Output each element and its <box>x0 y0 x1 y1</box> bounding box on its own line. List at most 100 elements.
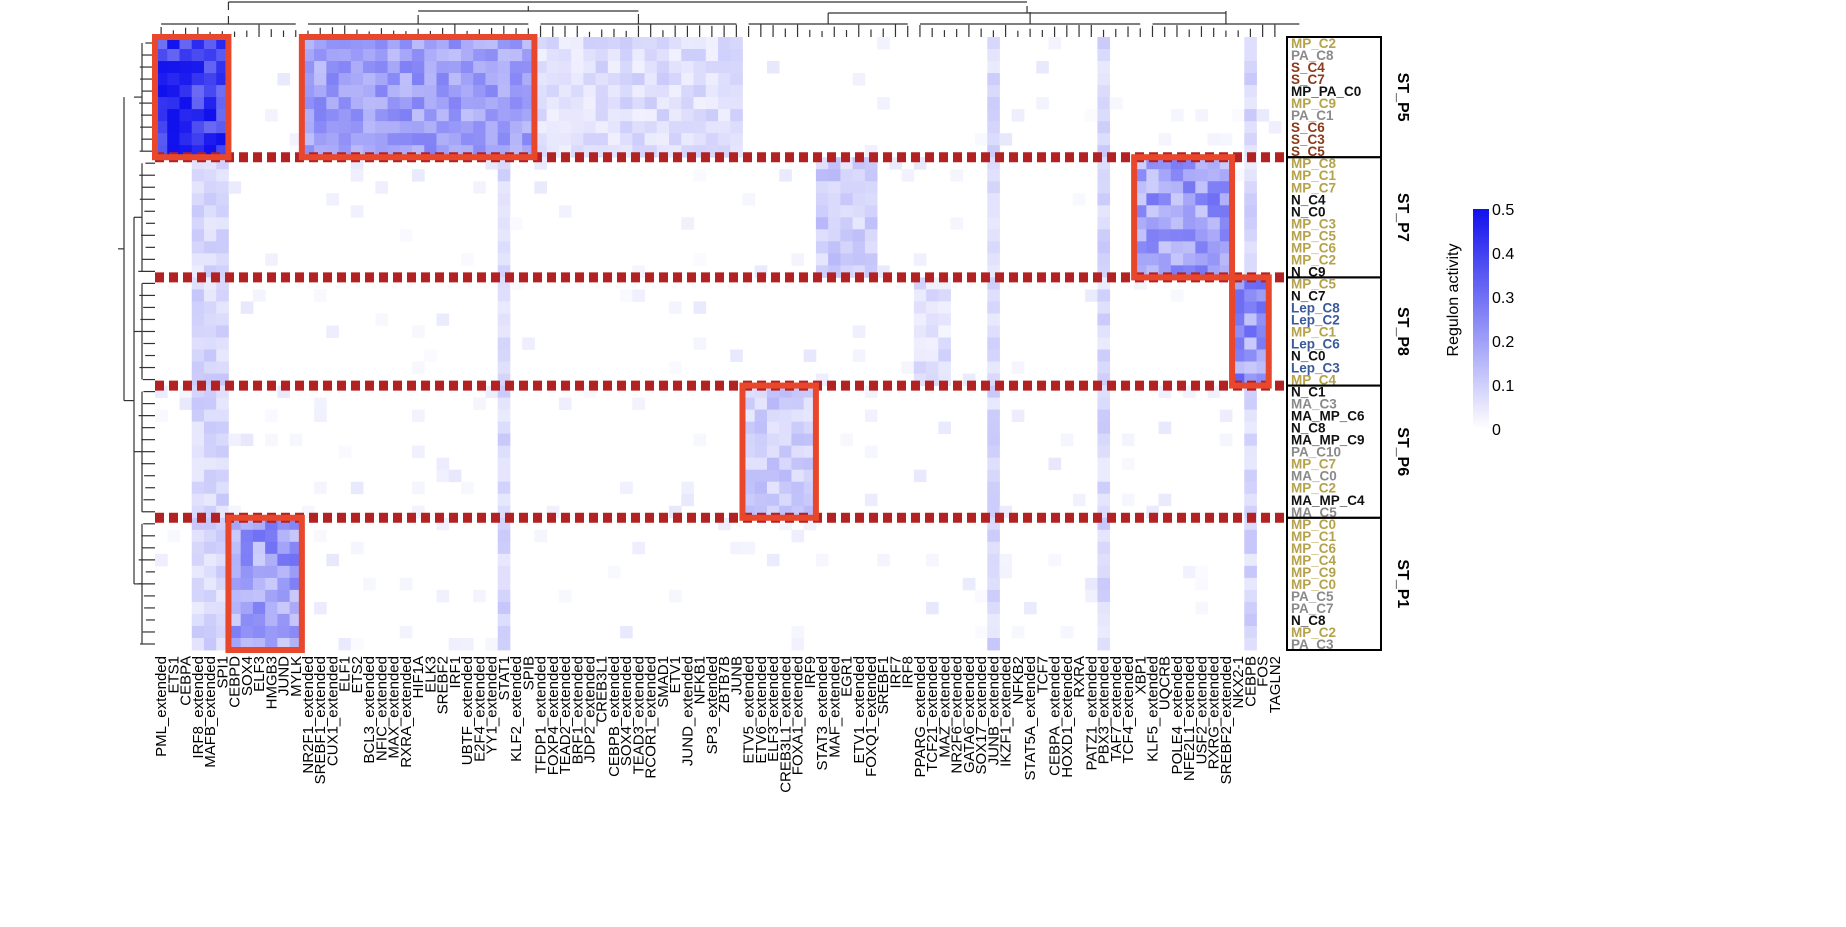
heatmap-cell <box>730 121 743 134</box>
heatmap-cell <box>791 433 805 447</box>
heatmap-cell <box>913 289 927 302</box>
heatmap-cell <box>252 613 266 627</box>
heatmap-cell <box>632 85 645 98</box>
heatmap-cell <box>1244 121 1257 134</box>
heatmap-cell <box>497 169 511 182</box>
heatmap-cell <box>399 121 413 134</box>
heatmap-cell <box>1195 193 1208 206</box>
group-label: ST_P6 <box>1394 427 1411 476</box>
heatmap-cell <box>999 553 1013 567</box>
column-label: HMGB3 <box>263 656 280 709</box>
group-label: ST_P5 <box>1394 73 1411 122</box>
heatmap-cell <box>497 409 511 423</box>
column-label: RXRG_extended <box>1206 656 1223 769</box>
heatmap-cell <box>460 61 474 74</box>
heatmap-cell <box>203 205 217 218</box>
heatmap-cell <box>412 121 425 134</box>
heatmap-cell <box>779 409 792 423</box>
heatmap-cell <box>485 73 499 86</box>
highlight-boxes <box>152 34 1272 654</box>
heatmap-cell <box>730 109 743 122</box>
column-label: KLF5_extended <box>1144 656 1161 762</box>
heatmap-cell <box>852 217 866 230</box>
heatmap-cell <box>681 493 694 507</box>
heatmap-cell <box>1183 229 1196 242</box>
heatmap-cell <box>497 601 511 615</box>
heatmap-cell <box>730 133 743 146</box>
heatmap-cell <box>656 49 670 62</box>
heatmap-cell <box>155 37 168 50</box>
heatmap-cell <box>289 433 303 447</box>
heatmap-cell <box>485 49 499 62</box>
heatmap-cell <box>742 433 756 447</box>
heatmap-cell <box>375 109 388 122</box>
heatmap-cell <box>1195 205 1208 218</box>
heatmap-cell <box>265 565 278 579</box>
heatmap-cell <box>1170 193 1184 206</box>
heatmap-cell <box>277 553 291 567</box>
heatmap-cell <box>167 529 180 543</box>
heatmap-cell <box>375 73 388 86</box>
heatmap-cell <box>1097 421 1111 435</box>
heatmap-cell <box>240 625 254 639</box>
heatmap-cell <box>693 121 707 134</box>
heatmap-cell <box>901 361 915 374</box>
heatmap-cell <box>1195 601 1208 615</box>
heatmap-cell <box>742 541 756 555</box>
heatmap-cell <box>754 433 768 447</box>
heatmap-cell <box>191 109 205 122</box>
heatmap-cell <box>203 97 217 110</box>
heatmap-cell <box>1097 349 1111 362</box>
column-label: TEAD2_extended <box>557 656 574 774</box>
heatmap-cell <box>656 133 670 146</box>
heatmap-cell <box>987 565 1000 579</box>
heatmap-cell <box>387 97 401 110</box>
heatmap-cell <box>179 97 193 110</box>
row-label: MP_C6 <box>1291 240 1337 255</box>
heatmap-cell <box>1195 229 1208 242</box>
heatmap-cell <box>497 49 511 62</box>
heatmap-cell <box>742 445 756 459</box>
heatmap-cell <box>497 253 511 266</box>
column-label: CEBPA <box>178 656 195 706</box>
heatmap-cell <box>387 37 401 50</box>
heatmap-cell <box>203 481 217 495</box>
heatmap-cell <box>1244 529 1257 543</box>
row-label: MP_C2 <box>1291 36 1336 51</box>
heatmap-cell <box>497 337 511 350</box>
heatmap-cell <box>509 97 523 110</box>
heatmap-cell <box>1170 217 1184 230</box>
heatmap-cell <box>191 85 205 98</box>
column-label: FOXP4_extended <box>545 656 562 775</box>
heatmap-cell <box>363 61 376 74</box>
row-label: MP_C0 <box>1291 517 1336 532</box>
heatmap-cell <box>632 73 645 86</box>
heatmap-cell <box>864 241 878 254</box>
heatmap-cell <box>718 109 731 122</box>
heatmap-cell <box>754 397 768 411</box>
heatmap-cell <box>216 469 229 483</box>
heatmap-cell <box>828 205 841 218</box>
heatmap-cell <box>412 445 425 459</box>
heatmap-cell <box>424 61 437 74</box>
legend-tick: 0.5 <box>1492 202 1514 219</box>
heatmap-cell <box>191 37 205 50</box>
heatmap-cell <box>424 49 437 62</box>
column-label: PATZ1_extended <box>1083 656 1100 771</box>
heatmap-cell <box>216 457 229 471</box>
heatmap-cell <box>424 37 437 50</box>
heatmap-cell <box>155 61 168 74</box>
legend-tick: 0.2 <box>1492 334 1514 351</box>
heatmap-cell <box>240 529 254 543</box>
heatmap-cell <box>228 529 242 543</box>
heatmap-cell <box>191 637 205 651</box>
heatmap-cell <box>265 541 278 555</box>
heatmap-cell <box>1097 97 1111 110</box>
heatmap-cell <box>730 49 743 62</box>
heatmap-cell <box>987 625 1000 639</box>
heatmap-cell <box>901 169 915 182</box>
row-label: MP_C1 <box>1291 529 1337 544</box>
heatmap-cell <box>473 61 486 74</box>
heatmap-cell <box>718 37 731 50</box>
